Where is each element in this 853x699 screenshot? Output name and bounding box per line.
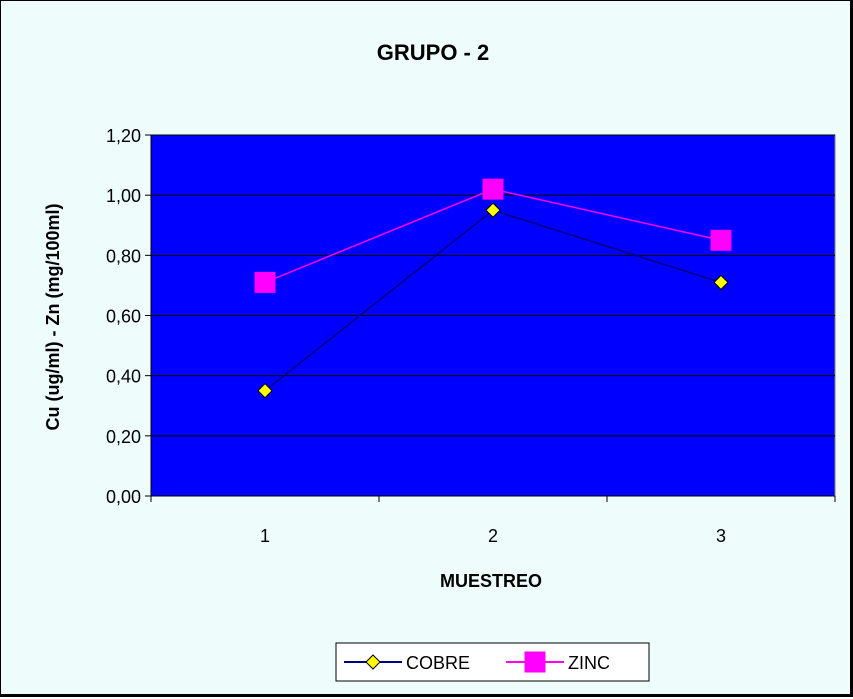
legend-marker-zinc (524, 651, 546, 673)
legend-marker-cobre (365, 654, 381, 670)
data-point-zinc (254, 271, 276, 293)
chart-title: GRUPO - 2 (377, 40, 489, 65)
data-point-zinc (482, 178, 504, 200)
data-point-cobre (485, 202, 501, 218)
data-point-cobre (257, 383, 273, 399)
x-tick-label: 2 (488, 526, 498, 546)
y-tick-label: 1,00 (106, 186, 141, 206)
data-point-cobre (713, 274, 729, 291)
y-tick-label: 0,40 (106, 367, 141, 387)
legend: COBRE ZINC (335, 642, 650, 682)
y-axis-label: Cu (ug/ml) - Zn (mg/100ml) (43, 203, 63, 430)
y-tick-label: 0,00 (106, 487, 141, 507)
x-tick-label: 1 (260, 526, 270, 546)
y-tick-label: 0,60 (106, 307, 141, 327)
y-tick-label: 1,20 (106, 126, 141, 146)
x-axis-label: MUESTREO (440, 571, 542, 591)
legend-label-cobre: COBRE (406, 653, 470, 673)
data-point-zinc (710, 229, 732, 251)
y-tick-label: 0,20 (106, 427, 141, 447)
legend-label-zinc: ZINC (568, 653, 610, 673)
x-tick-label: 3 (716, 526, 726, 546)
plot-layer: 0,00 0,20 0,40 0,60 0,80 1,00 1,20 1 2 3 (106, 126, 836, 546)
y-tick-label: 0,80 (106, 246, 141, 266)
